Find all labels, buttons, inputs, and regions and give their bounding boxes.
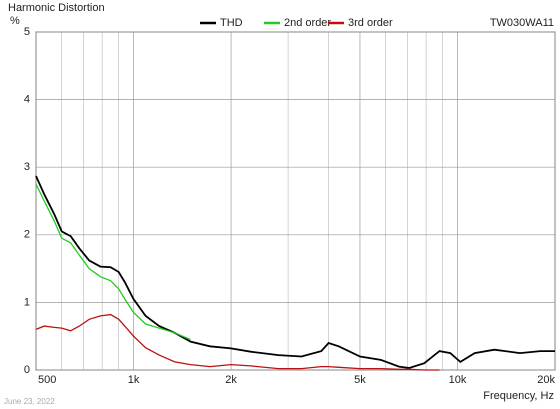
y-tick-label: 2 (24, 229, 30, 241)
x-axis-label: Frequency, Hz (483, 390, 554, 402)
x-tick-label: 2k (225, 374, 237, 386)
x-tick-label: 1k (128, 374, 140, 386)
chart-title: Harmonic Distortion (8, 2, 105, 14)
series-line (35, 313, 440, 371)
y-tick-label: 5 (24, 26, 30, 38)
y-axis-label: % (10, 15, 20, 27)
x-tick-label: 10k (449, 374, 467, 386)
x-tick-label: 20k (537, 374, 555, 386)
series-line (35, 183, 191, 341)
y-tick-label: 1 (24, 296, 30, 308)
y-tick-label: 4 (24, 94, 30, 106)
legend-label: 3rd order (348, 17, 393, 29)
x-tick-label: 500 (38, 374, 56, 386)
legend-label: 2nd order (284, 17, 331, 29)
y-tick-label: 0 (24, 364, 30, 376)
x-tick-label: 5k (354, 374, 366, 386)
plot-area (35, 31, 556, 371)
y-tick-label: 3 (24, 161, 30, 173)
series-line (35, 175, 555, 369)
model-label: TW030WA11 (490, 17, 554, 29)
legend-label: THD (220, 17, 243, 29)
date-watermark: June 23, 2022 (4, 397, 55, 406)
